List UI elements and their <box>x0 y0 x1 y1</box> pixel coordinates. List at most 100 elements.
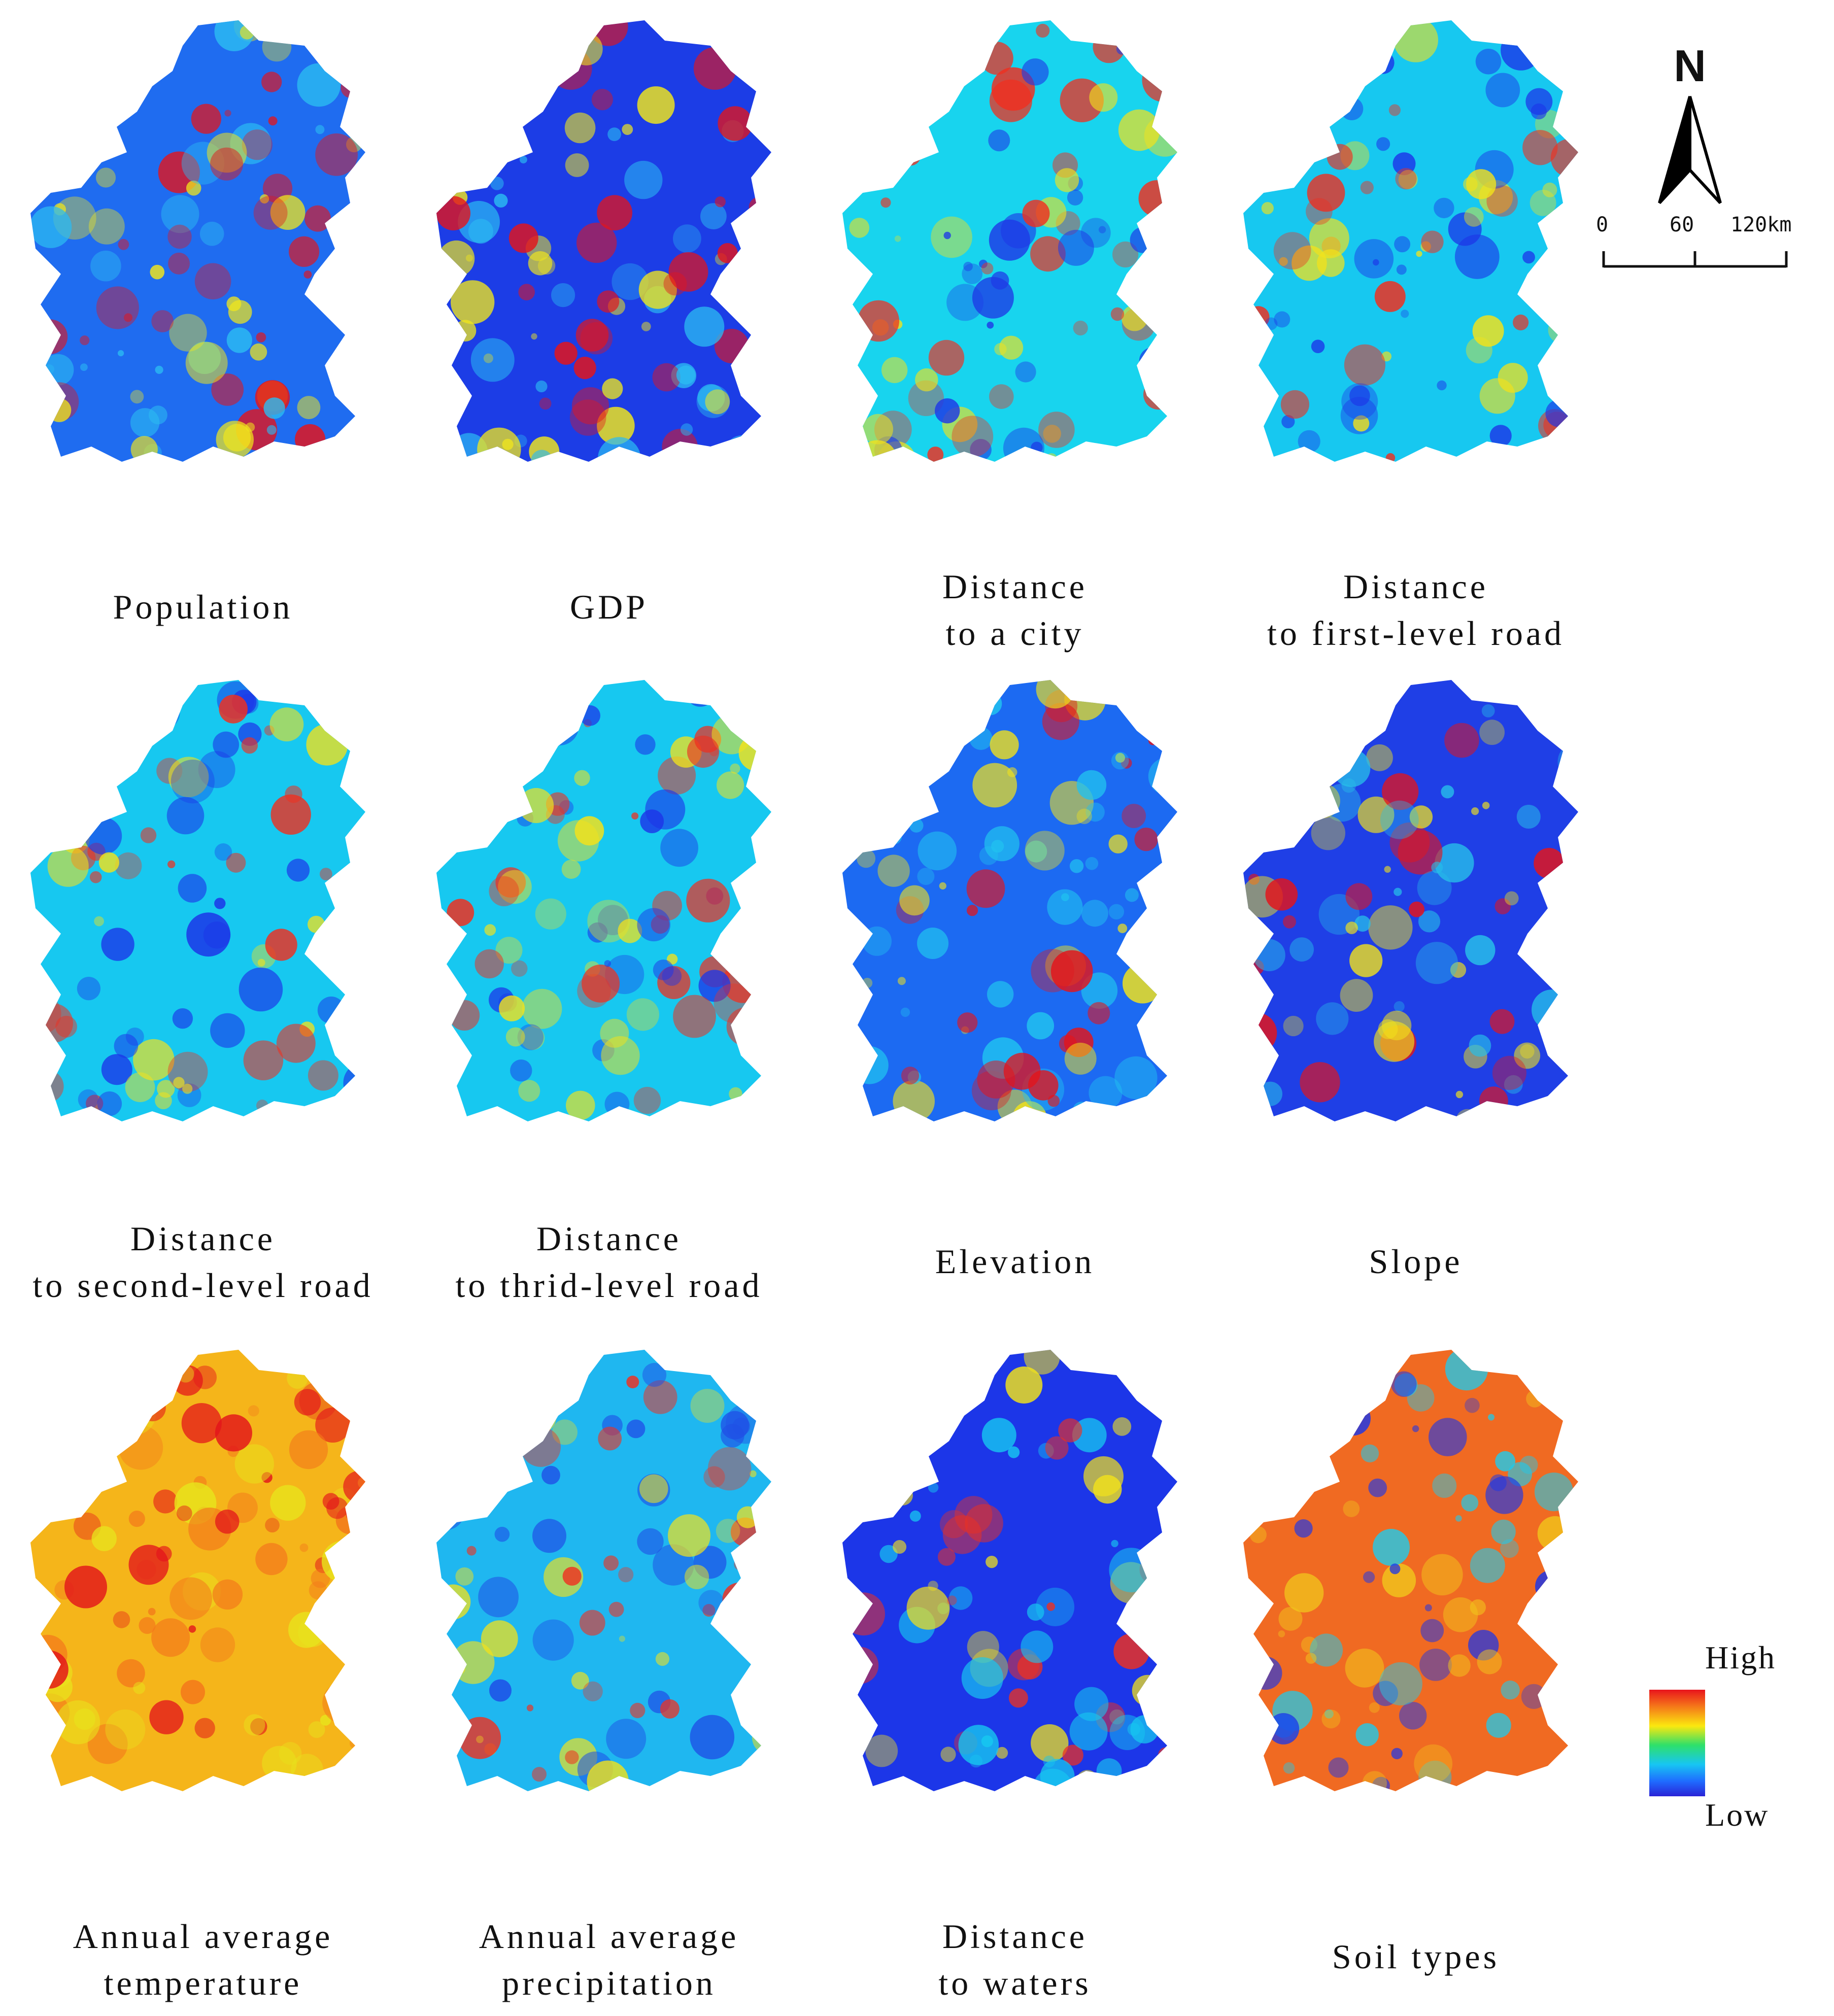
raster-texture-blob <box>673 995 716 1038</box>
region-map <box>842 20 1177 462</box>
raster-texture-blob <box>1093 1475 1122 1504</box>
raster-texture-blob <box>1535 1570 1568 1603</box>
raster-texture-blob <box>622 124 633 135</box>
raster-texture-blob <box>703 1466 725 1488</box>
raster-texture-blob <box>1058 1418 1082 1443</box>
raster-texture-blob <box>299 1543 309 1552</box>
raster-texture-blob <box>641 322 651 331</box>
raster-texture-blob <box>169 314 207 352</box>
raster-texture-blob <box>186 912 230 957</box>
raster-texture-blob <box>1022 58 1049 86</box>
raster-texture-blob <box>1349 944 1383 977</box>
raster-texture-blob <box>265 1350 279 1362</box>
raster-texture-blob <box>999 335 1024 360</box>
raster-texture-blob <box>1021 1630 1054 1663</box>
raster-texture-blob <box>718 106 753 141</box>
raster-texture-blob <box>1007 767 1017 777</box>
raster-texture-blob <box>1157 1764 1177 1791</box>
raster-texture-blob <box>1548 317 1575 344</box>
raster-texture-blob <box>1534 1473 1574 1512</box>
raster-texture-blob <box>606 1719 647 1759</box>
raster-texture-blob <box>1345 921 1358 934</box>
north-arrow-right-half <box>1688 96 1722 204</box>
map-caption-3: Distance to a city <box>807 563 1223 657</box>
raster-texture-blob <box>1385 453 1396 462</box>
raster-texture-blob <box>631 812 639 820</box>
raster-texture-blob <box>1108 904 1125 919</box>
raster-texture-blob <box>986 1556 998 1568</box>
raster-texture-blob <box>1148 758 1177 795</box>
raster-texture-blob <box>1157 1372 1177 1407</box>
raster-texture-blob <box>931 216 972 258</box>
raster-texture-blob <box>1373 1681 1398 1706</box>
raster-texture-blob <box>957 1012 978 1033</box>
raster-texture-blob <box>114 1393 156 1435</box>
raster-texture-blob <box>867 1423 886 1442</box>
raster-texture-blob <box>322 1682 364 1724</box>
raster-texture-blob <box>738 734 771 771</box>
raster-texture-blob <box>1486 1713 1511 1738</box>
raster-texture-blob <box>994 343 1007 356</box>
raster-texture-blob <box>1093 30 1126 63</box>
raster-texture-blob <box>268 116 278 126</box>
raster-texture-blob <box>535 380 548 393</box>
raster-texture-blob <box>981 1418 1016 1453</box>
raster-texture-blob <box>918 831 957 871</box>
raster-texture-blob <box>722 1582 757 1617</box>
raster-texture-blob <box>234 1444 274 1484</box>
raster-texture-blob <box>734 1558 746 1570</box>
raster-texture-blob <box>751 1351 771 1382</box>
raster-texture-blob <box>1158 1747 1173 1762</box>
raster-texture-blob <box>510 1060 532 1082</box>
raster-texture-blob <box>619 1635 625 1642</box>
raster-texture-blob <box>531 450 553 462</box>
raster-texture-blob <box>1269 712 1303 746</box>
raster-texture-blob <box>1550 139 1578 178</box>
caption-line: to waters <box>938 1964 1092 2002</box>
raster-texture-blob <box>1382 1563 1416 1597</box>
raster-texture-blob <box>326 1497 348 1519</box>
raster-texture-blob <box>483 353 493 363</box>
raster-texture-blob <box>1289 937 1314 962</box>
raster-texture-blob <box>1504 1075 1523 1094</box>
raster-texture-blob <box>895 1473 916 1494</box>
region-map <box>30 680 365 1121</box>
raster-texture-blob <box>1396 264 1407 275</box>
raster-texture-blob <box>308 1721 325 1738</box>
raster-texture-blob <box>33 805 71 843</box>
raster-texture-blob <box>1441 785 1454 799</box>
raster-texture-blob <box>178 874 207 903</box>
raster-texture-blob <box>40 123 58 141</box>
raster-texture-blob <box>96 286 139 329</box>
raster-texture-blob <box>626 1376 639 1388</box>
raster-texture-blob <box>752 1719 771 1756</box>
raster-texture-blob <box>752 370 771 397</box>
caption-line: Distance <box>536 1219 682 1258</box>
raster-texture-blob <box>1249 1656 1282 1690</box>
raster-texture-blob <box>1085 857 1099 870</box>
raster-texture-blob <box>349 1737 361 1749</box>
raster-texture-blob <box>1273 232 1311 270</box>
raster-texture-blob <box>893 1080 935 1121</box>
map-panel-7 <box>832 670 1198 1137</box>
north-arrow: N <box>1644 41 1736 208</box>
raster-texture-blob <box>182 1083 193 1094</box>
map-caption-10: Annual average precipitation <box>401 1913 817 2006</box>
caption-line: Soil types <box>1332 1937 1500 1976</box>
raster-texture-blob <box>690 1389 725 1423</box>
raster-texture-blob <box>1530 285 1543 298</box>
raster-texture-blob <box>1284 87 1329 132</box>
raster-texture-blob <box>900 145 921 166</box>
raster-texture-blob <box>1354 915 1371 932</box>
region-map <box>436 680 771 1121</box>
raster-texture-blob <box>1327 144 1353 170</box>
raster-texture-blob <box>286 859 310 882</box>
raster-texture-blob <box>540 707 579 745</box>
raster-texture-blob <box>1342 95 1354 108</box>
raster-texture-blob <box>698 1590 724 1616</box>
raster-texture-blob <box>38 761 51 774</box>
raster-texture-blob <box>151 310 174 332</box>
raster-texture-blob <box>31 1070 64 1103</box>
raster-texture-blob <box>303 270 312 279</box>
raster-texture-blob <box>863 1449 889 1475</box>
